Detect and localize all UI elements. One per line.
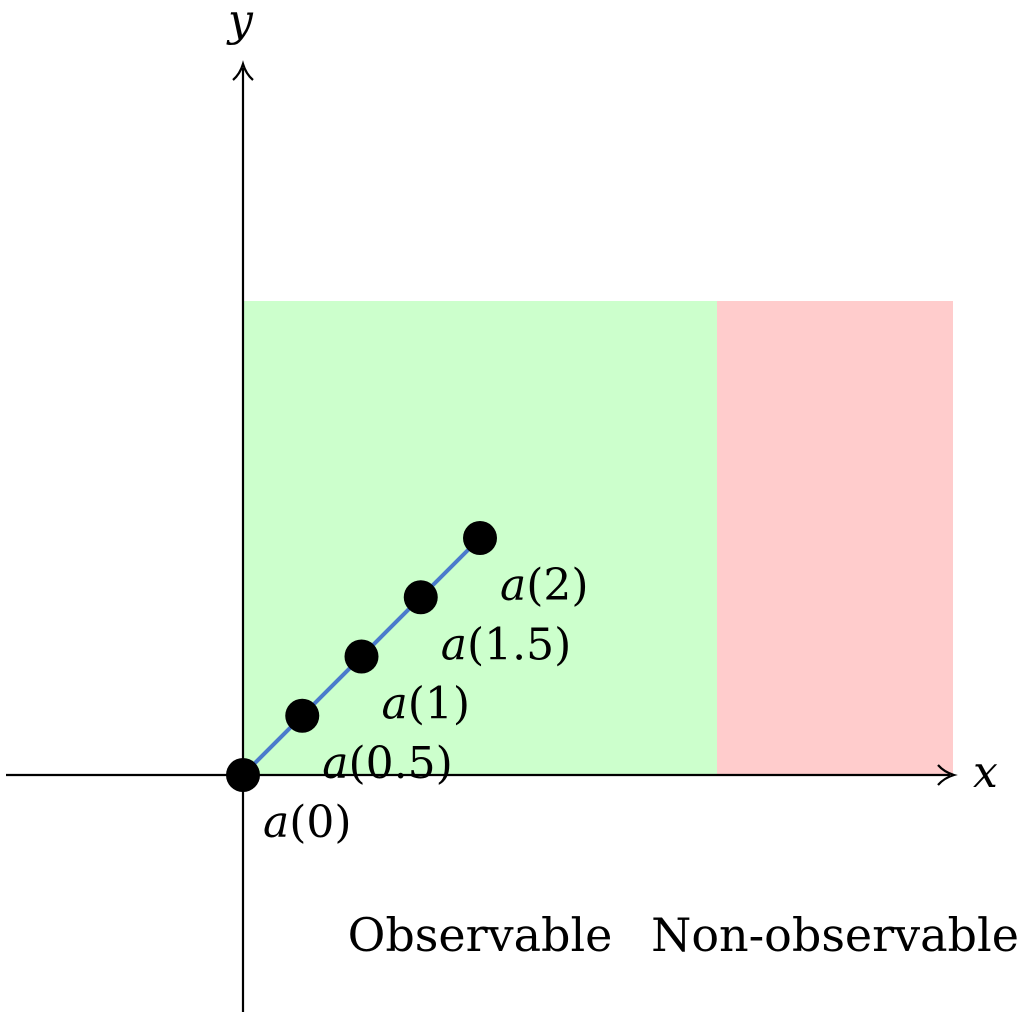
curve-point	[285, 698, 320, 733]
curve-point	[344, 639, 379, 674]
y-axis-label: y	[226, 0, 254, 46]
curve-point-label: a(0)	[263, 797, 352, 848]
y-axis	[232, 60, 254, 1012]
curve-point-label: a(2)	[500, 560, 589, 611]
curve-points	[226, 521, 497, 792]
curve-point	[463, 521, 497, 555]
observable-label: Observable	[348, 908, 613, 962]
curve-point-label: a(0.5)	[322, 738, 453, 789]
y-axis-arrowhead	[232, 60, 254, 81]
non-observable-region	[717, 301, 953, 775]
x-axis	[6, 764, 958, 786]
x-axis-arrowhead	[937, 764, 958, 786]
non-observable-label: Non-observable	[651, 908, 1019, 962]
curve-point	[403, 580, 438, 615]
x-axis-label: x	[973, 747, 998, 798]
curve-point-label: a(1.5)	[441, 619, 572, 670]
curve-point	[226, 758, 260, 792]
curve-point-label: a(1)	[382, 679, 471, 730]
curve-point-labels: a(0) a(0.5) a(1) a(1.5) a(2)	[263, 560, 589, 848]
